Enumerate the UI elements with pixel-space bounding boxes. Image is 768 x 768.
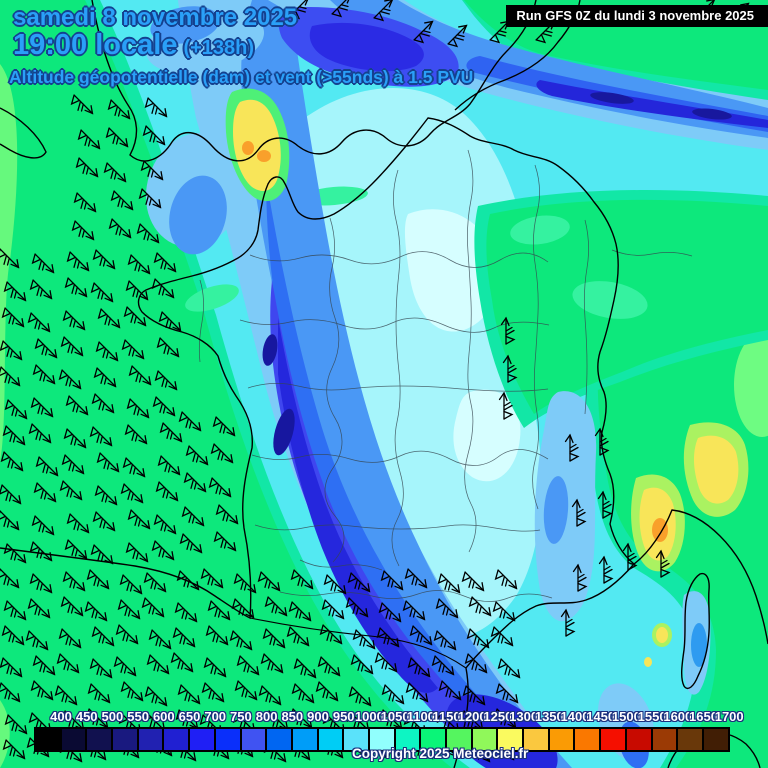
coast-ireland [0, 107, 47, 159]
copyright-label: Copyright 2025 Meteociel.fr [352, 746, 529, 761]
scale-swatch [472, 729, 499, 750]
scale-tick-label: 400 [50, 709, 72, 724]
border-pyrenees [249, 617, 467, 669]
model-run-info: Run GFS 0Z du lundi 3 novembre 2025 [506, 5, 768, 27]
map-parameter-subtitle: Altitude géopotentielle (dam) et vent (>… [9, 67, 474, 87]
scale-swatch [164, 729, 191, 750]
forecast-offset-label: (+138h) [183, 37, 255, 59]
scale-tick-label: 750 [230, 709, 252, 724]
scale-swatch [498, 729, 525, 750]
scale-swatch [447, 729, 473, 750]
scale-swatch [267, 729, 293, 750]
scale-tick-label: 700 [204, 709, 227, 724]
scale-tick-label: 800 [255, 709, 278, 724]
department-borders [198, 149, 693, 602]
scale-swatch [215, 729, 242, 750]
map-date-title: samedi 8 novembre 2025 [13, 4, 298, 31]
channel-yellow-ridge [233, 99, 281, 192]
scale-tick-label: 650 [178, 709, 201, 724]
scale-tick-label: 1700 [714, 709, 744, 724]
scale-tick-label: 1250 [483, 709, 513, 724]
scale-swatch [190, 729, 216, 750]
scale-swatch [703, 729, 728, 750]
scale-swatch [36, 729, 62, 750]
coast-france [0, 117, 635, 768]
scale-tick-label: 1650 [689, 709, 718, 724]
coast-corsica [681, 572, 710, 690]
scale-tick-label: 1150 [432, 709, 461, 724]
scale-swatch [318, 729, 345, 750]
scale-swatch [524, 729, 550, 750]
scale-swatch [344, 729, 370, 750]
color-scale [34, 727, 730, 752]
trough-navy-core [278, 318, 438, 693]
scale-tick-label: 1500 [611, 709, 641, 724]
coast-italy [633, 509, 768, 645]
scale-tick-label: 1350 [534, 709, 564, 724]
scale-tick-label: 850 [281, 709, 304, 724]
scale-tick-label: 500 [101, 709, 124, 724]
scale-tick-label: 950 [332, 709, 355, 724]
scale-tick-label: 1050 [380, 709, 410, 724]
scale-tick-label: 900 [307, 709, 329, 724]
scale-swatch [421, 729, 447, 750]
scale-tick-label: 550 [127, 709, 149, 724]
scale-tick-label: 1600 [663, 709, 693, 724]
scale-swatch [549, 729, 576, 750]
scale-swatch [678, 729, 704, 750]
local-time-label: 19:00 locale [13, 29, 178, 61]
scale-swatch [138, 729, 165, 750]
scale-swatch [292, 729, 319, 750]
scale-swatch [626, 729, 653, 750]
scale-tick-label: 1450 [586, 709, 616, 724]
scale-swatch [652, 729, 679, 750]
scale-tick-label: 600 [152, 709, 175, 724]
map-time-title: 19:00 locale (+138h) [13, 29, 254, 62]
scale-swatch [369, 729, 396, 750]
scale-swatch [575, 729, 602, 750]
scale-tick-label: 1300 [509, 709, 539, 724]
scale-tick-label: 450 [75, 709, 98, 724]
scale-tick-label: 1400 [560, 709, 590, 724]
scale-swatch [601, 729, 627, 750]
scale-tick-label: 1000 [354, 709, 384, 724]
scale-tick-label: 1200 [457, 709, 487, 724]
scale-swatch [241, 729, 268, 750]
scale-tick-label: 1550 [637, 709, 667, 724]
scale-swatch [87, 729, 114, 750]
scale-swatch [61, 729, 88, 750]
coast-england [91, 0, 537, 162]
scale-swatch [395, 729, 422, 750]
scale-tick-label: 1100 [406, 709, 435, 724]
scale-swatch [113, 729, 139, 750]
